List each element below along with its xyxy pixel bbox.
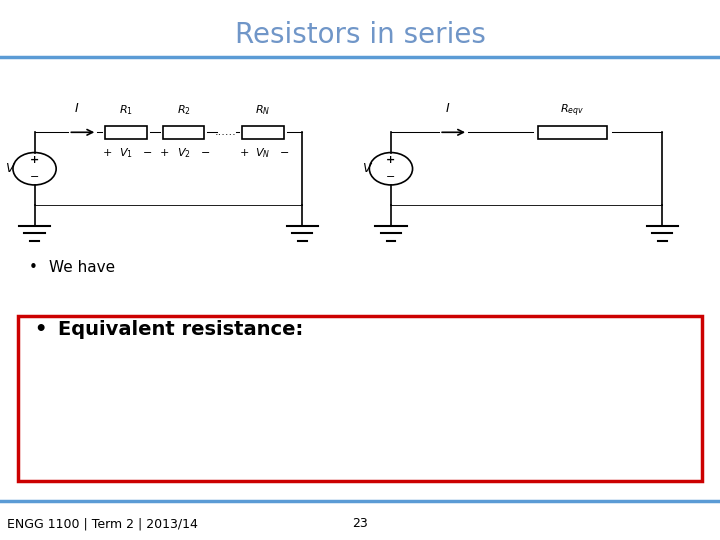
Text: We have: We have	[49, 260, 115, 275]
Text: Resistors in series: Resistors in series	[235, 21, 485, 49]
Text: $R_{eqv}$: $R_{eqv}$	[560, 102, 585, 119]
Bar	[539, 125, 606, 139]
Text: $R_2$: $R_2$	[176, 104, 191, 117]
Bar	[242, 125, 284, 139]
Text: $V_2$: $V_2$	[176, 146, 191, 160]
Text: $I$: $I$	[74, 102, 80, 115]
Text: −: −	[386, 172, 396, 183]
Text: 23: 23	[352, 517, 368, 530]
Text: $I$: $I$	[445, 102, 451, 115]
Bar	[105, 125, 147, 139]
Text: +: +	[239, 148, 249, 158]
Text: −: −	[200, 148, 210, 158]
Text: $R_1$: $R_1$	[119, 104, 133, 117]
Text: ENGG 1100 | Term 2 | 2013/14: ENGG 1100 | Term 2 | 2013/14	[7, 517, 198, 530]
Text: −: −	[279, 148, 289, 158]
Text: $V$: $V$	[5, 162, 17, 176]
Text: $V$: $V$	[361, 162, 373, 176]
Text: +: +	[102, 148, 112, 158]
Text: +: +	[160, 148, 170, 158]
Text: ......: ......	[215, 127, 237, 137]
Text: +: +	[387, 155, 395, 165]
Text: −: −	[143, 148, 153, 158]
Text: $V_N$: $V_N$	[255, 146, 271, 160]
Text: •: •	[29, 260, 37, 275]
Text: −: −	[30, 172, 40, 183]
Bar	[163, 125, 204, 139]
Text: $V_1$: $V_1$	[119, 146, 133, 160]
Text: Equivalent resistance:: Equivalent resistance:	[58, 320, 303, 339]
Text: +: +	[30, 155, 39, 165]
Bar	[18, 316, 702, 481]
Text: $R_N$: $R_N$	[255, 104, 271, 117]
Text: •: •	[35, 320, 47, 339]
